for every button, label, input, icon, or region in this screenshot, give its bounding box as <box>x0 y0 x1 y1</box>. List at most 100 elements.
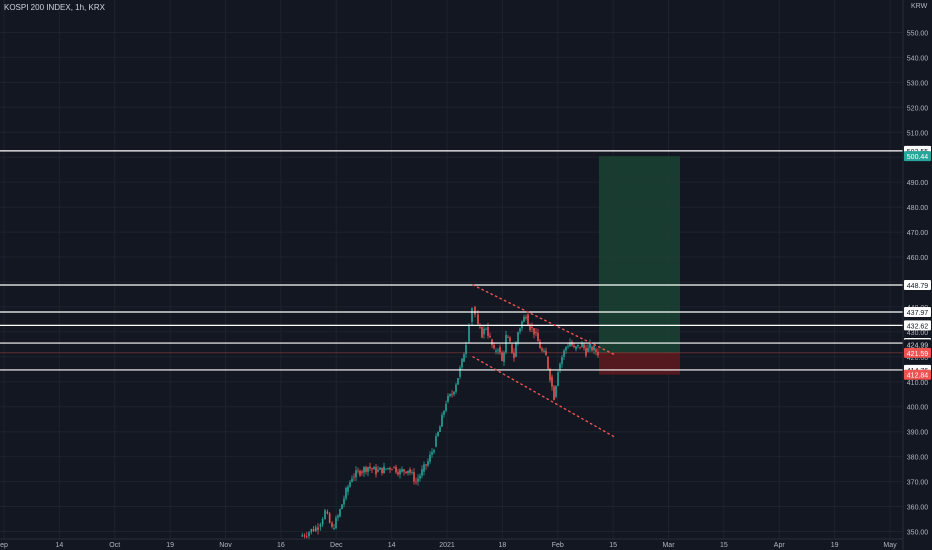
candle-body <box>497 349 499 351</box>
candle-body <box>553 386 555 401</box>
candle-body <box>557 372 559 386</box>
candle-body <box>324 510 326 520</box>
price-label-text: 412.84 <box>907 373 929 380</box>
candle-body <box>501 352 503 361</box>
candle-body <box>391 469 393 471</box>
horizontal-levels[interactable] <box>0 150 903 371</box>
candle-body <box>379 467 381 470</box>
price-label-box <box>904 151 931 162</box>
candle-body <box>353 476 355 478</box>
price-tick-label: 460.00 <box>907 255 929 262</box>
candle-body <box>355 470 357 478</box>
candle-body <box>595 349 597 352</box>
candle-body <box>525 316 527 319</box>
candle-body <box>465 344 467 355</box>
price-tick-label: 390.00 <box>907 430 929 437</box>
trendline <box>472 356 615 438</box>
time-tick-label: 14 <box>388 542 396 549</box>
candle-body <box>561 357 563 364</box>
price-axis[interactable]: 350.00 360.00 370.00 380.00 390.00 400.00 410.… <box>907 30 929 536</box>
candle-body <box>359 470 361 476</box>
candle-body <box>395 466 397 473</box>
trendline <box>472 284 615 356</box>
price-tick-label: 420.00 <box>907 355 929 362</box>
candle-body <box>381 467 383 474</box>
price-tick-label: 540.00 <box>907 55 929 62</box>
candle-body <box>597 351 599 356</box>
candle-body <box>549 368 551 381</box>
candle-body <box>493 344 495 349</box>
candle-body <box>326 511 329 514</box>
candlestick-series <box>301 305 599 540</box>
price-tick-label: 530.00 <box>907 80 929 87</box>
price-label-box <box>904 306 931 317</box>
price-label-text: 437.97 <box>907 310 929 317</box>
time-tick-label: Oct <box>109 542 120 549</box>
candle-body <box>503 352 505 362</box>
candle-body <box>527 314 529 325</box>
time-tick-label: ep <box>0 542 8 549</box>
candle-body <box>429 454 431 462</box>
stop-zone <box>599 352 680 375</box>
candle-body <box>541 348 543 351</box>
candle-body <box>447 396 449 402</box>
price-tick-label: 400.00 <box>907 405 929 412</box>
time-tick-label: 16 <box>277 542 285 549</box>
price-tick-label: 480.00 <box>907 205 929 212</box>
candle-body <box>533 328 535 335</box>
candle-body <box>499 346 501 353</box>
candle-body <box>425 464 427 466</box>
candle-body <box>367 467 369 472</box>
time-tick-label: 14 <box>55 542 63 549</box>
time-tick-label: 19 <box>831 542 839 549</box>
candle-body <box>361 471 363 473</box>
candle-body <box>401 469 403 472</box>
chart-title: KOSPI 200 INDEX, 1h, KRX <box>4 3 105 12</box>
candle-body <box>419 475 421 479</box>
candle-body <box>421 469 423 476</box>
candle-body <box>331 522 333 527</box>
candle-body <box>335 517 337 529</box>
candle-body <box>474 306 476 315</box>
price-tick-label: 360.00 <box>907 505 929 512</box>
trendlines[interactable] <box>472 284 615 438</box>
time-axis[interactable]: ep 14 Oct 19 Nov 16 Dec 14 2021 18 Feb 15 Mar 15 Apr 19… <box>0 542 897 549</box>
price-labels: 502.55500.44448.79437.97432.62425.53424.… <box>904 145 931 380</box>
candle-body <box>399 469 401 475</box>
candle-body <box>415 481 417 483</box>
candle-body <box>413 472 415 482</box>
candle-body <box>547 356 549 369</box>
price-tick-label: 520.00 <box>907 105 929 112</box>
candle-body <box>405 471 407 474</box>
candle-body <box>365 467 367 472</box>
candle-body <box>409 469 411 473</box>
candle-body <box>468 325 470 342</box>
price-tick-label: 490.00 <box>907 180 929 187</box>
grid-lines <box>0 0 903 539</box>
candle-body <box>363 467 365 473</box>
candle-body <box>312 529 315 532</box>
candle-body <box>339 509 341 517</box>
candle-body <box>519 328 521 332</box>
candle-body <box>433 450 435 453</box>
candle-body <box>577 344 579 347</box>
candle-body <box>397 472 399 475</box>
candle-body <box>317 527 319 531</box>
candle-body <box>537 332 539 342</box>
candle-body <box>463 354 465 362</box>
candle-body <box>579 346 581 348</box>
time-tick-label: Nov <box>219 542 232 549</box>
price-tick-label: 510.00 <box>907 130 929 137</box>
candle-body <box>485 328 487 330</box>
price-label-box <box>904 347 931 358</box>
price-tick-label: 410.00 <box>907 380 929 387</box>
price-label-text: 421.59 <box>907 351 929 358</box>
candle-body <box>347 486 349 492</box>
candle-body <box>483 328 485 335</box>
target-zone <box>599 156 680 353</box>
candle-body <box>389 467 391 470</box>
time-tick-label: 19 <box>166 542 174 549</box>
candle-body <box>589 343 591 348</box>
candle-body <box>308 532 310 537</box>
